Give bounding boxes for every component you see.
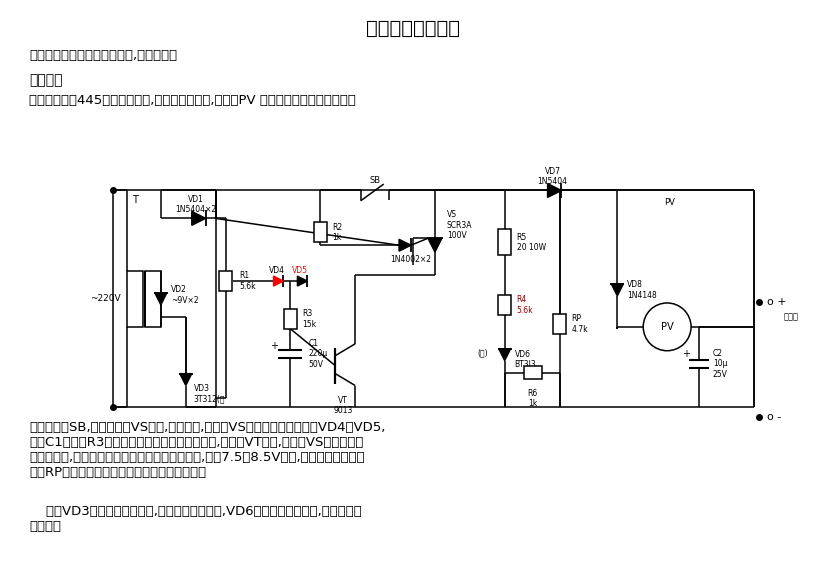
Bar bbox=[314, 222, 327, 242]
Bar bbox=[524, 366, 542, 379]
Polygon shape bbox=[548, 183, 562, 197]
Bar bbox=[284, 309, 297, 329]
Text: R4
5.6k: R4 5.6k bbox=[516, 295, 534, 315]
Text: C1
220μ
50V: C1 220μ 50V bbox=[308, 339, 328, 369]
Text: VS
SCR3A
100V: VS SCR3A 100V bbox=[447, 210, 472, 240]
Text: VT
9013: VT 9013 bbox=[334, 396, 353, 415]
Text: VD2
~9V×2: VD2 ~9V×2 bbox=[171, 285, 198, 305]
Text: RP
4.7k: RP 4.7k bbox=[572, 314, 588, 333]
Text: T: T bbox=[132, 196, 138, 206]
Text: 工作原理: 工作原理 bbox=[29, 73, 63, 87]
Text: VD1
1N5404×2: VD1 1N5404×2 bbox=[175, 195, 216, 214]
Text: +: + bbox=[682, 349, 690, 359]
Text: 摩托车电池充电器: 摩托车电池充电器 bbox=[366, 19, 460, 38]
Text: VD3
3T312(红: VD3 3T312(红 bbox=[194, 384, 225, 403]
Polygon shape bbox=[273, 276, 283, 286]
Text: (移): (移) bbox=[477, 348, 488, 357]
Text: 1N4002×2: 1N4002×2 bbox=[390, 255, 431, 264]
Polygon shape bbox=[399, 239, 411, 251]
Polygon shape bbox=[428, 239, 442, 252]
Text: R3
15k: R3 15k bbox=[302, 309, 316, 329]
Text: 图中VD3为红色发光二极管,主要用于电源指示,VD6为绿色发光二极管,主要用于充
电指示。: 图中VD3为红色发光二极管,主要用于电源指示,VD6为绿色发光二极管,主要用于充… bbox=[29, 505, 362, 533]
Bar bbox=[498, 229, 511, 255]
Text: o +: o + bbox=[767, 297, 786, 307]
Text: 被电池: 被电池 bbox=[784, 312, 799, 321]
Bar bbox=[127, 271, 143, 327]
Text: 下按键开关SB,单向晶闸管VS导通,充电开始,晶闸管VS的维持电流由二极管VD4、VD5,
电容C1及电阻R3提供。当充电电压达到设定值时,三极管VT导通,晶闸: 下按键开关SB,单向晶闸管VS导通,充电开始,晶闸管VS的维持电流由二极管VD4… bbox=[29, 421, 386, 479]
Text: VD7
1N5404: VD7 1N5404 bbox=[538, 167, 567, 186]
Text: +: + bbox=[270, 340, 278, 351]
Text: R6
1k: R6 1k bbox=[528, 389, 538, 408]
Text: R5
20 10W: R5 20 10W bbox=[516, 233, 546, 252]
Text: VD8
1N4148: VD8 1N4148 bbox=[627, 280, 657, 299]
Text: 电路原理如图445所示。充电时,将电池接入电路,电压表PV 即显示出电池剩余电压。按: 电路原理如图445所示。充电时,将电池接入电路,电压表PV 即显示出电池剩余电压… bbox=[29, 94, 356, 107]
Text: VD6
BT3I3: VD6 BT3I3 bbox=[515, 350, 536, 369]
Text: PV: PV bbox=[661, 322, 673, 332]
Polygon shape bbox=[180, 374, 192, 386]
Text: C2
10μ
25V: C2 10μ 25V bbox=[713, 349, 728, 379]
Polygon shape bbox=[297, 276, 307, 286]
Text: VD4: VD4 bbox=[268, 265, 284, 275]
Bar bbox=[553, 314, 566, 334]
Polygon shape bbox=[192, 212, 206, 226]
Bar bbox=[219, 271, 232, 291]
Polygon shape bbox=[611, 284, 624, 296]
Text: 本装置可在充电达到预定值时,自动停充。: 本装置可在充电达到预定值时,自动停充。 bbox=[29, 49, 178, 62]
Polygon shape bbox=[499, 349, 510, 360]
Text: ~220V: ~220V bbox=[90, 295, 121, 304]
Text: VD5: VD5 bbox=[292, 265, 308, 275]
Polygon shape bbox=[154, 293, 167, 305]
Text: R1
5.6k: R1 5.6k bbox=[240, 271, 256, 291]
Text: SB: SB bbox=[369, 176, 381, 185]
Bar bbox=[498, 295, 511, 315]
Text: o -: o - bbox=[767, 413, 781, 423]
Text: R2
1k: R2 1k bbox=[332, 223, 343, 242]
Bar bbox=[145, 271, 161, 327]
Text: PV: PV bbox=[664, 198, 675, 207]
